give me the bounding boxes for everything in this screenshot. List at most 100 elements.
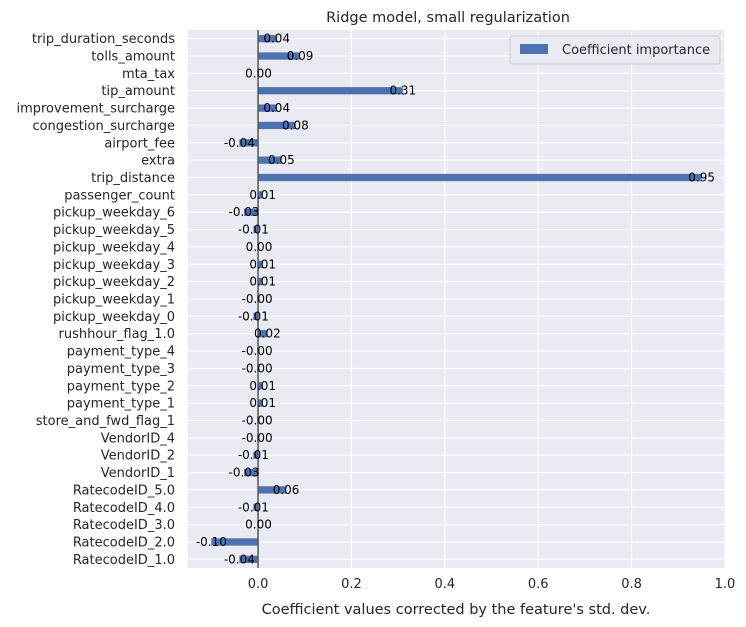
legend-box xyxy=(509,35,721,65)
y-tick-label: pickup_weekday_5 xyxy=(53,223,175,238)
bar xyxy=(244,468,259,477)
y-tick-label: tolls_amount xyxy=(91,50,175,65)
bar-value-label: -0.03 xyxy=(229,205,260,219)
y-tick-label: pickup_weekday_2 xyxy=(53,275,175,290)
bar-value-label: 0.02 xyxy=(254,327,281,341)
y-tick-label: payment_type_2 xyxy=(67,379,175,394)
y-tick-label: RatecodeID_4.0 xyxy=(73,501,175,516)
y-tick-label: congestion_surcharge xyxy=(32,119,175,134)
bar xyxy=(258,173,702,182)
bar xyxy=(258,35,277,43)
bar xyxy=(258,382,263,390)
y-tick-label: pickup_weekday_6 xyxy=(53,206,175,221)
x-tick-label: 0.0 xyxy=(248,577,269,592)
bar xyxy=(258,156,282,164)
y-tick-label: passenger_count xyxy=(64,188,175,203)
bar-value-label: -0.01 xyxy=(238,309,269,323)
y-tick-label: RatecodeID_3.0 xyxy=(73,518,175,533)
bar xyxy=(258,104,277,112)
bar-value-label: 0.04 xyxy=(263,32,290,46)
y-tick-label: VendorID_2 xyxy=(101,449,175,464)
y-tick-label: payment_type_3 xyxy=(67,362,175,377)
bar xyxy=(253,451,259,459)
bars xyxy=(211,35,702,563)
y-tick-label: pickup_weekday_0 xyxy=(53,310,175,325)
bar-value-label: -0.00 xyxy=(242,413,273,427)
bar-value-label: -0.01 xyxy=(238,500,269,514)
bar xyxy=(258,330,268,338)
bar-value-label: 0.95 xyxy=(688,171,715,185)
x-tick-label: 0.8 xyxy=(621,577,642,592)
x-tick-label: 1.0 xyxy=(715,577,736,592)
x-tick-label: 0.2 xyxy=(341,577,362,592)
grid-lines xyxy=(188,30,726,568)
y-tick-label: rushhour_flag_1.0 xyxy=(59,327,175,342)
bar-value-label: 0.01 xyxy=(249,396,276,410)
bar-value-label: -0.00 xyxy=(242,361,273,375)
bar xyxy=(239,139,259,147)
bar-value-label: -0.00 xyxy=(242,344,273,358)
bar-value-label: -0.04 xyxy=(224,552,255,566)
bar-value-label: 0.00 xyxy=(245,518,272,532)
bar-value-label: 0.31 xyxy=(389,84,416,98)
bar xyxy=(253,503,259,511)
y-tick-label: trip_duration_seconds xyxy=(32,32,175,47)
bar-value-label: -0.10 xyxy=(196,535,227,549)
bar-value-label: -0.04 xyxy=(224,136,255,150)
y-tick-labels: trip_duration_seconds tolls_amount mta_tax… xyxy=(16,32,175,568)
x-tick-labels: 0.0 0.2 0.4 0.6 0.8 1.0 xyxy=(248,577,736,592)
bar xyxy=(253,312,259,320)
x-tick-label: 0.4 xyxy=(434,577,455,592)
bar xyxy=(258,121,296,130)
bar xyxy=(258,486,287,494)
y-tick-label: pickup_weekday_3 xyxy=(53,258,175,273)
legend-swatch xyxy=(520,44,548,54)
y-tick-label: VendorID_1 xyxy=(101,466,175,481)
bar-value-label: -0.01 xyxy=(238,223,269,237)
bar-value-label: 0.08 xyxy=(282,118,309,132)
y-tick-label: tip_amount xyxy=(101,84,175,99)
x-axis-label: Coefficient values corrected by the feat… xyxy=(262,602,651,618)
y-tick-label: pickup_weekday_4 xyxy=(53,240,175,255)
bar-value-label: 0.06 xyxy=(273,483,300,497)
bar-value-label: 0.09 xyxy=(287,49,314,63)
bar xyxy=(258,191,263,199)
bar-value-label: -0.01 xyxy=(238,448,269,462)
bar-value-label: 0.05 xyxy=(268,153,295,167)
y-tick-label: extra xyxy=(141,154,175,169)
legend-label: Coefficient importance xyxy=(562,43,710,58)
bar xyxy=(258,52,301,60)
bar-value-label: 0.01 xyxy=(249,379,276,393)
y-tick-label: improvement_surcharge xyxy=(16,102,175,117)
y-tick-label: airport_fee xyxy=(104,136,175,151)
y-tick-label: RatecodeID_5.0 xyxy=(73,483,175,498)
bar xyxy=(211,538,259,546)
y-tick-label: RatecodeID_1.0 xyxy=(73,553,175,568)
bar xyxy=(253,225,259,234)
y-tick-label: VendorID_4 xyxy=(101,431,175,446)
bar-value-label: 0.01 xyxy=(249,275,276,289)
bar-value-label: -0.00 xyxy=(242,292,273,306)
bar xyxy=(239,555,259,563)
bar xyxy=(258,399,263,407)
bar-value-label: 0.04 xyxy=(263,101,290,115)
bar xyxy=(258,278,263,286)
y-tick-label: pickup_weekday_1 xyxy=(53,293,175,308)
y-tick-label: payment_type_4 xyxy=(67,345,175,360)
chart-title: Ridge model, small regularization xyxy=(326,10,570,26)
legend: Coefficient importance xyxy=(509,35,721,65)
bar-value-label: -0.03 xyxy=(229,466,260,480)
y-tick-label: trip_distance xyxy=(91,171,175,186)
bar-value-label: 0.01 xyxy=(249,188,276,202)
x-tick-label: 0.6 xyxy=(528,577,549,592)
y-tick-label: mta_tax xyxy=(122,67,175,82)
y-tick-label: store_and_fwd_flag_1 xyxy=(36,414,175,429)
bar-value-label: 0.00 xyxy=(246,240,273,254)
bar-value-label: 0.01 xyxy=(249,257,276,271)
bar xyxy=(258,260,263,268)
bar-value-label: 0.00 xyxy=(245,66,272,80)
bar xyxy=(244,208,259,216)
y-tick-label: RatecodeID_2.0 xyxy=(73,535,175,550)
bar xyxy=(258,87,403,95)
